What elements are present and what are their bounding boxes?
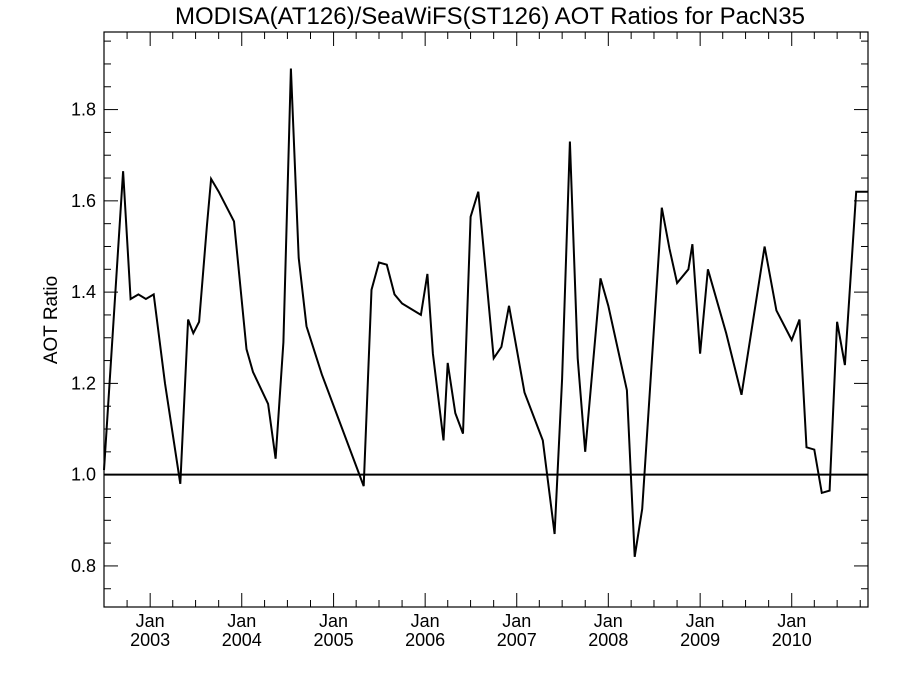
x-tick-year-label: 2005 (314, 630, 354, 650)
x-tick-year-label: 2009 (680, 630, 720, 650)
series-line (103, 68, 868, 557)
x-tick-month-label: Jan (136, 611, 165, 631)
plot-area: 0.81.01.21.41.61.8Jan2003Jan2004Jan2005J… (71, 31, 869, 650)
y-tick-label: 1.4 (71, 282, 96, 302)
plot-frame (103, 31, 869, 608)
x-tick-month-label: Jan (594, 611, 623, 631)
x-tick-year-label: 2010 (772, 630, 812, 650)
x-tick-year-label: 2008 (588, 630, 628, 650)
x-tick-month-label: Jan (686, 611, 715, 631)
x-tick-month-label: Jan (227, 611, 256, 631)
x-tick-month-label: Jan (411, 611, 440, 631)
x-tick-year-label: 2006 (405, 630, 445, 650)
x-tick-month-label: Jan (319, 611, 348, 631)
y-tick-label: 1.8 (71, 100, 96, 120)
y-tick-label: 1.0 (71, 465, 96, 485)
y-tick-label: 1.2 (71, 373, 96, 393)
chart-title: MODISA(AT126)/SeaWiFS(ST126) AOT Ratios … (175, 3, 805, 30)
x-tick-month-label: Jan (777, 611, 806, 631)
y-axis-label: AOT Ratio (41, 276, 62, 364)
x-tick-month-label: Jan (502, 611, 531, 631)
x-tick-year-label: 2004 (222, 630, 262, 650)
y-tick-label: 1.6 (71, 191, 96, 211)
x-tick-year-label: 2003 (130, 630, 170, 650)
y-tick-label: 0.8 (71, 556, 96, 576)
x-tick-year-label: 2007 (497, 630, 537, 650)
